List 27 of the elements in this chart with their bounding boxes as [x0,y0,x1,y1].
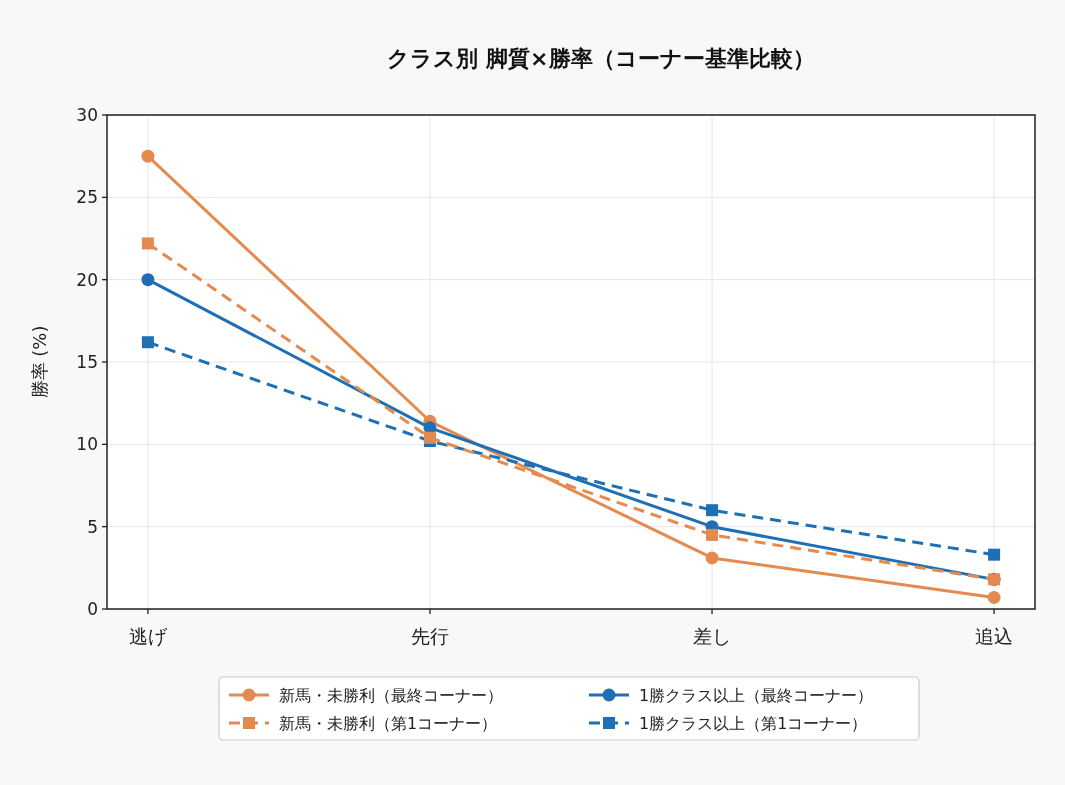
legend-label: 新馬・未勝利（第1コーナー） [279,714,498,733]
chart-title: クラス別 脚質×勝率（コーナー基準比較） [387,46,815,71]
x-tick-label: 追込 [975,625,1014,647]
legend-label: 1勝クラス以上（最終コーナー） [639,686,874,705]
y-tick-label: 10 [76,434,98,455]
point [141,149,155,163]
legend-label: 新馬・未勝利（最終コーナー） [279,686,503,705]
y-tick-label: 0 [87,599,98,619]
x-tick-label: 逃げ [128,625,168,647]
point [141,336,154,349]
point [705,551,719,565]
x-tick-label: 差し [693,625,732,647]
y-axis-title: 勝率 (%) [29,325,50,399]
point [141,273,155,287]
point [706,528,719,541]
point [988,548,1001,561]
y-tick-label: 30 [76,105,98,125]
point [423,431,436,444]
point [141,237,154,250]
x-tick-label: 先行 [410,625,449,647]
y-tick-label: 5 [87,516,98,537]
point [706,504,719,517]
legend-label: 1勝クラス以上（第1コーナー） [639,714,868,733]
y-tick-label: 20 [76,269,98,290]
y-tick-label: 15 [76,352,98,372]
y-tick-label: 25 [76,187,98,208]
point [987,590,1001,604]
